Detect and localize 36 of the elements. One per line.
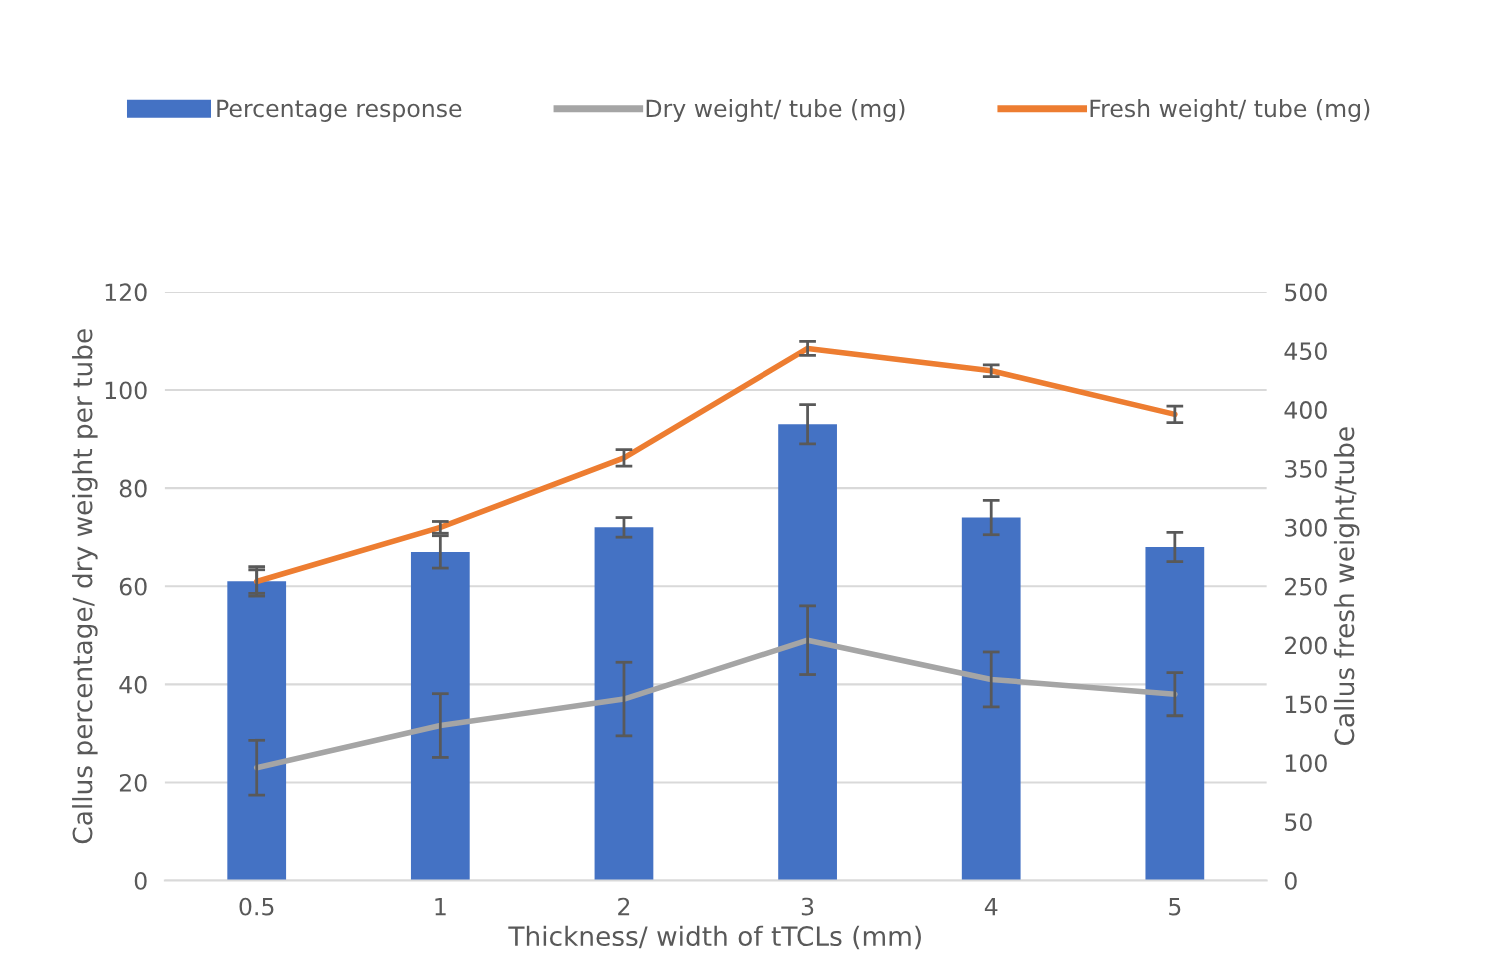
y2-axis-title: Callus fresh weight/tube (1333, 427, 1360, 746)
y2-tick-label: 200 (1285, 636, 1327, 655)
y2-tick-label: 100 (1285, 754, 1327, 773)
y2-tick-label: 150 (1285, 695, 1327, 714)
x-tick-label: 0.5 (239, 897, 274, 916)
y2-tick-label: 50 (1285, 813, 1312, 831)
y-tick-label: 60 (119, 577, 147, 596)
legend-label: Dry weight/ tube (mg) (646, 99, 905, 122)
y2-tick-label: 350 (1285, 459, 1327, 478)
y-tick-label: 20 (119, 773, 147, 792)
y2-tick-label: 500 (1285, 283, 1327, 302)
bar (961, 517, 1021, 881)
y-tick-label: 0 (134, 872, 147, 890)
x-tick-label: 1 (435, 897, 446, 916)
bar (227, 581, 287, 881)
y-tick-label: 120 (105, 283, 147, 302)
y2-tick-label: 300 (1285, 518, 1327, 537)
x-tick-label: 5 (1169, 897, 1181, 916)
y2-tick-label: 250 (1285, 577, 1327, 596)
bar (594, 527, 654, 881)
y-tick-label: 40 (119, 675, 147, 694)
x-tick-label: 2 (618, 897, 630, 916)
bar (410, 551, 470, 881)
y2-tick-label: 450 (1284, 342, 1327, 361)
bar (778, 424, 837, 881)
y2-tick-label: 400 (1284, 401, 1327, 419)
x-tick-label: 3 (801, 897, 814, 916)
y2-tick-label: 0 (1284, 872, 1297, 890)
legend-label: Fresh weight/ tube (mg) (1090, 99, 1370, 122)
y-tick-label: 80 (119, 479, 147, 498)
x-axis-title: Thickness/ width of tTCLs (mm) (508, 925, 921, 950)
legend-label: Percentage response (217, 99, 462, 122)
y-axis-title: Callus percentage/ dry weight per tube (72, 329, 98, 844)
bar (1145, 546, 1205, 881)
y-tick-label: 100 (105, 381, 147, 400)
x-tick-label: 4 (984, 897, 998, 916)
